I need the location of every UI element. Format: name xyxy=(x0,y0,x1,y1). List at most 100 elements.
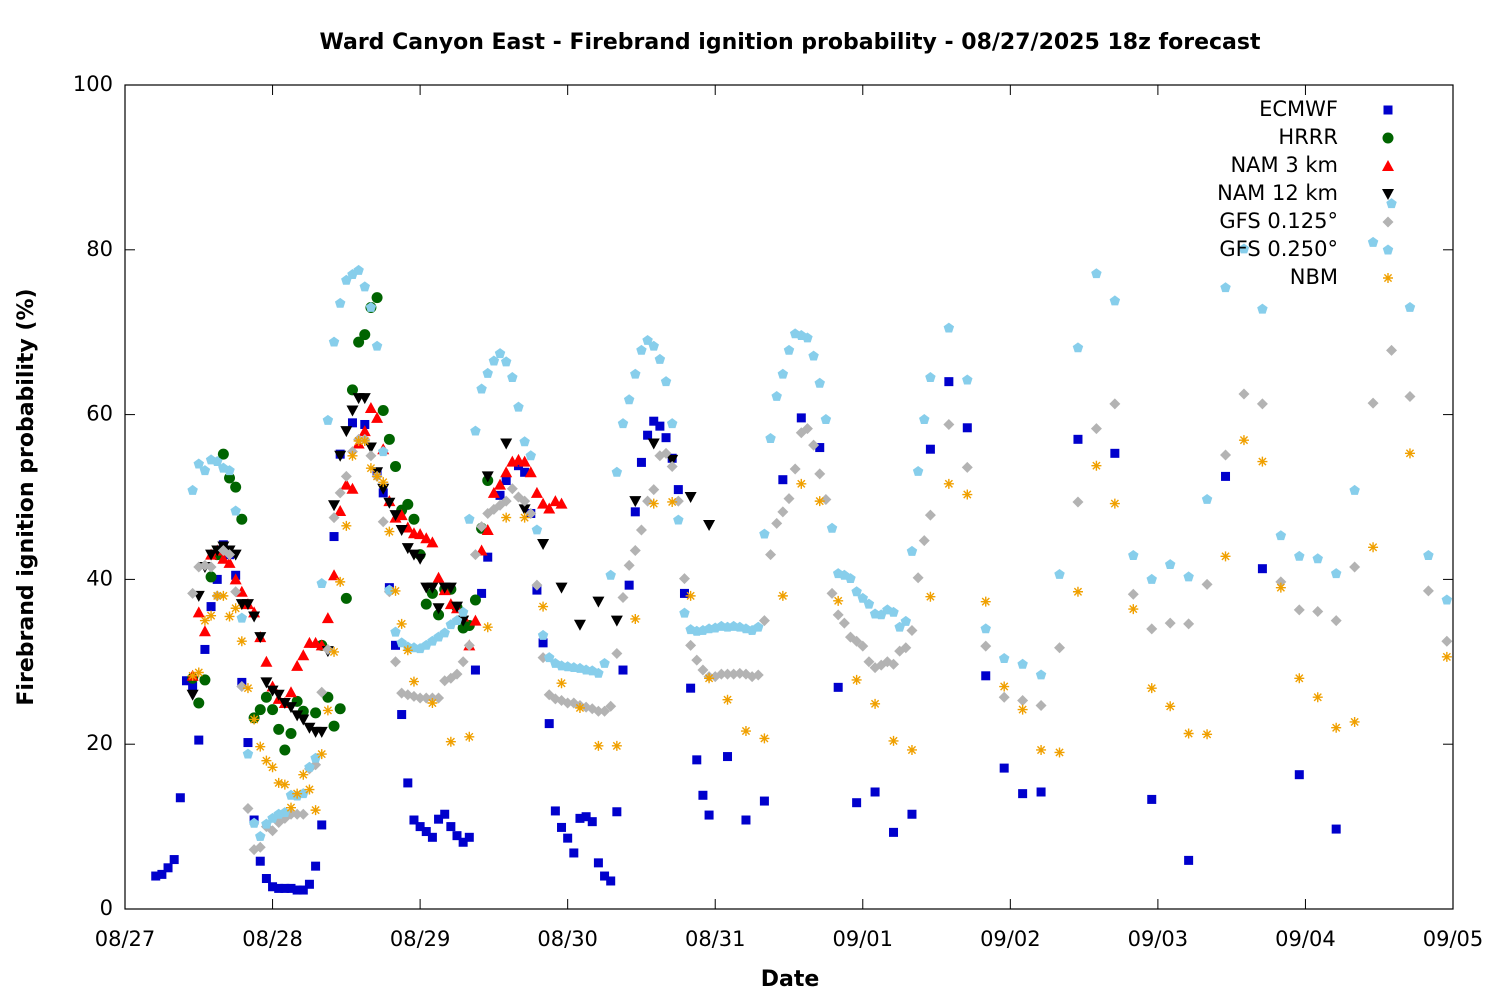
data-point xyxy=(525,507,537,519)
data-point xyxy=(415,822,425,832)
data-point xyxy=(452,831,462,841)
data-point xyxy=(495,490,505,500)
data-point xyxy=(1293,604,1305,616)
data-point xyxy=(593,858,603,868)
data-point xyxy=(1017,704,1028,715)
legend-marker xyxy=(1382,244,1394,255)
data-point xyxy=(1183,728,1194,739)
data-point xyxy=(826,587,838,599)
data-point xyxy=(1386,344,1398,356)
data-point xyxy=(390,461,402,473)
data-point xyxy=(617,418,629,429)
data-point xyxy=(292,788,303,799)
data-point xyxy=(845,573,856,584)
data-point xyxy=(274,883,284,893)
data-point xyxy=(236,513,248,525)
data-point xyxy=(801,423,813,435)
data-point xyxy=(181,676,191,686)
data-point xyxy=(555,582,568,594)
data-point xyxy=(297,714,310,726)
data-point xyxy=(446,822,456,832)
data-point xyxy=(1018,789,1028,799)
data-point xyxy=(297,808,309,820)
data-point xyxy=(212,590,223,601)
data-point xyxy=(506,483,518,495)
data-point xyxy=(1146,623,1158,635)
data-point xyxy=(777,506,789,518)
data-point xyxy=(378,477,389,488)
data-point xyxy=(1441,651,1452,662)
data-point xyxy=(433,609,445,621)
data-point xyxy=(255,856,265,866)
data-point xyxy=(543,502,556,514)
data-point xyxy=(488,355,500,366)
data-point xyxy=(1404,448,1415,459)
data-point xyxy=(1220,551,1231,562)
data-point xyxy=(217,448,229,460)
data-point xyxy=(464,513,475,524)
data-point xyxy=(814,468,826,480)
data-point xyxy=(759,528,770,539)
data-point xyxy=(513,401,524,412)
data-point xyxy=(487,486,500,498)
data-point xyxy=(1423,550,1434,560)
data-point xyxy=(391,640,401,650)
data-point xyxy=(919,414,930,424)
data-point xyxy=(321,612,334,624)
data-point xyxy=(648,498,659,509)
data-point xyxy=(192,606,205,618)
data-point xyxy=(1330,615,1342,627)
data-point xyxy=(610,615,623,627)
data-point xyxy=(820,493,832,505)
data-point xyxy=(500,438,513,450)
data-point xyxy=(703,520,716,532)
data-point xyxy=(906,624,918,636)
data-point xyxy=(310,805,321,816)
data-point xyxy=(623,559,635,571)
data-point xyxy=(444,582,457,594)
data-point xyxy=(188,682,198,692)
data-point xyxy=(630,613,641,624)
data-point xyxy=(476,383,487,394)
data-point xyxy=(912,465,924,476)
data-point xyxy=(414,528,427,540)
data-point xyxy=(1331,722,1342,733)
data-point xyxy=(1367,397,1379,409)
data-point xyxy=(1091,268,1102,279)
data-point xyxy=(888,658,900,670)
data-point xyxy=(186,689,199,701)
data-point xyxy=(297,649,310,661)
data-point xyxy=(629,545,641,557)
data-point xyxy=(481,523,494,535)
data-point xyxy=(543,652,555,663)
data-point xyxy=(924,509,936,521)
x-tick-label: 08/28 xyxy=(242,927,303,951)
data-point xyxy=(470,425,481,436)
data-point xyxy=(483,552,493,562)
data-point xyxy=(1109,295,1121,306)
data-point xyxy=(304,784,315,795)
data-point xyxy=(414,692,426,704)
data-point xyxy=(254,704,266,716)
data-point xyxy=(200,644,210,654)
data-point xyxy=(820,414,832,424)
data-point xyxy=(205,571,217,583)
data-point xyxy=(278,698,291,709)
data-point xyxy=(1072,342,1084,353)
data-point xyxy=(248,611,261,623)
data-point xyxy=(322,414,334,425)
data-point xyxy=(600,871,610,881)
data-point xyxy=(310,752,321,763)
data-point xyxy=(1165,701,1176,712)
data-point xyxy=(224,472,236,484)
data-point xyxy=(255,741,266,752)
data-point xyxy=(679,607,690,618)
data-point xyxy=(925,591,936,602)
data-point xyxy=(371,411,384,423)
data-point xyxy=(211,456,223,467)
data-point xyxy=(1146,683,1157,694)
data-point xyxy=(304,879,314,889)
data-point xyxy=(372,471,383,482)
data-point xyxy=(1294,673,1305,684)
data-point xyxy=(1238,388,1250,400)
